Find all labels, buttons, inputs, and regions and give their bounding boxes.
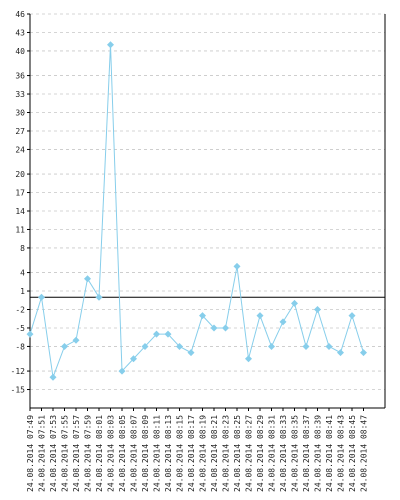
series-group [26, 41, 367, 381]
y-tick-label: -5 [15, 324, 25, 333]
data-point [268, 342, 275, 350]
x-tick-label: 24.08.2014 08:29 [256, 415, 265, 492]
data-point [337, 349, 344, 357]
y-tick-label: 8 [20, 244, 25, 253]
data-point [49, 373, 57, 381]
y-tick-label: 11 [15, 225, 25, 234]
x-tick-label: 24.08.2014 08:37 [302, 415, 311, 492]
y-tick-label: 30 [15, 109, 25, 118]
data-point [141, 342, 149, 350]
x-tick-label: 24.08.2014 07:55 [61, 415, 70, 492]
data-point [38, 293, 45, 301]
data-point [233, 262, 241, 270]
y-tick-label: 20 [15, 170, 25, 179]
y-tick-label: 36 [15, 72, 25, 81]
x-tick-label: 24.08.2014 08:23 [222, 415, 231, 492]
y-tick-label: 24 [15, 145, 25, 154]
x-tick-label: 24.08.2014 08:25 [233, 415, 242, 492]
data-point [302, 342, 310, 350]
y-tick-label: -12 [11, 367, 26, 376]
y-tick-label: 17 [15, 189, 25, 198]
data-point [164, 330, 172, 338]
x-tick-label: 24.08.2014 08:13 [164, 415, 173, 492]
y-tick-label: 46 [15, 10, 25, 19]
data-point [291, 299, 298, 307]
data-point [153, 330, 160, 338]
data-point [95, 293, 103, 301]
x-tick-label: 24.08.2014 08:35 [291, 415, 300, 492]
y-tick-label: -8 [15, 342, 25, 351]
data-point [222, 324, 229, 332]
x-axis-ticks: 24.08.2014 07:49 24.08.2014 07:51 24.08.20… [26, 408, 369, 492]
data-point [187, 349, 195, 357]
x-tick-label: 24.08.2014 07:57 [72, 415, 81, 492]
y-tick-label: 43 [15, 28, 25, 37]
data-point [199, 312, 206, 320]
x-tick-label: 24.08.2014 08:15 [176, 415, 185, 492]
x-tick-label: 24.08.2014 07:53 [49, 415, 58, 492]
y-tick-label: -2 [15, 306, 25, 315]
x-tick-label: 24.08.2014 07:59 [84, 415, 93, 492]
data-point [72, 336, 80, 344]
x-tick-label: 24.08.2014 08:09 [141, 415, 150, 492]
x-tick-label: 24.08.2014 08:21 [210, 415, 219, 492]
series-line [29, 44, 364, 378]
y-tick-label: 14 [15, 207, 25, 216]
x-tick-label: 24.08.2014 08:11 [153, 415, 162, 492]
data-point [107, 41, 114, 49]
grid-lines [30, 13, 385, 390]
x-tick-label: 24.08.2014 08:03 [107, 415, 116, 492]
y-tick-label: 40 [15, 47, 25, 56]
x-tick-label: 24.08.2014 07:49 [26, 415, 35, 492]
x-tick-label: 24.08.2014 08:31 [268, 415, 277, 492]
data-point [245, 355, 252, 363]
x-tick-label: 24.08.2014 08:07 [130, 415, 139, 492]
x-tick-label: 24.08.2014 08:41 [325, 415, 334, 492]
data-point [279, 318, 287, 326]
y-tick-label: 1 [20, 287, 25, 296]
data-point [61, 342, 68, 350]
data-point [84, 275, 91, 283]
data-point [210, 324, 218, 332]
data-point [176, 342, 183, 350]
x-tick-label: 24.08.2014 08:05 [118, 415, 127, 492]
data-point [348, 312, 356, 320]
x-tick-label: 24.08.2014 08:45 [348, 415, 357, 492]
y-tick-label: 27 [15, 127, 25, 136]
x-tick-label: 24.08.2014 08:39 [314, 415, 323, 492]
data-point [26, 330, 34, 338]
axes [29, 14, 386, 409]
data-point [325, 342, 333, 350]
x-tick-label: 24.08.2014 07:51 [38, 415, 47, 492]
data-point [118, 367, 126, 375]
x-tick-label: 24.08.2014 08:17 [187, 415, 196, 492]
y-tick-label: -15 [11, 386, 26, 395]
x-tick-label: 24.08.2014 08:27 [245, 415, 254, 492]
x-tick-label: 24.08.2014 08:33 [279, 415, 288, 492]
data-point [256, 312, 264, 320]
y-tick-label: 33 [15, 90, 25, 99]
data-point [314, 306, 321, 313]
x-tick-label: 24.08.2014 08:47 [360, 415, 369, 492]
data-point [360, 349, 367, 357]
x-tick-label: 24.08.2014 08:01 [95, 415, 104, 492]
y-tick-label: 4 [20, 269, 25, 278]
x-tick-label: 24.08.2014 08:19 [199, 415, 208, 492]
x-tick-label: 24.08.2014 08:43 [337, 415, 346, 492]
data-point [130, 355, 137, 363]
